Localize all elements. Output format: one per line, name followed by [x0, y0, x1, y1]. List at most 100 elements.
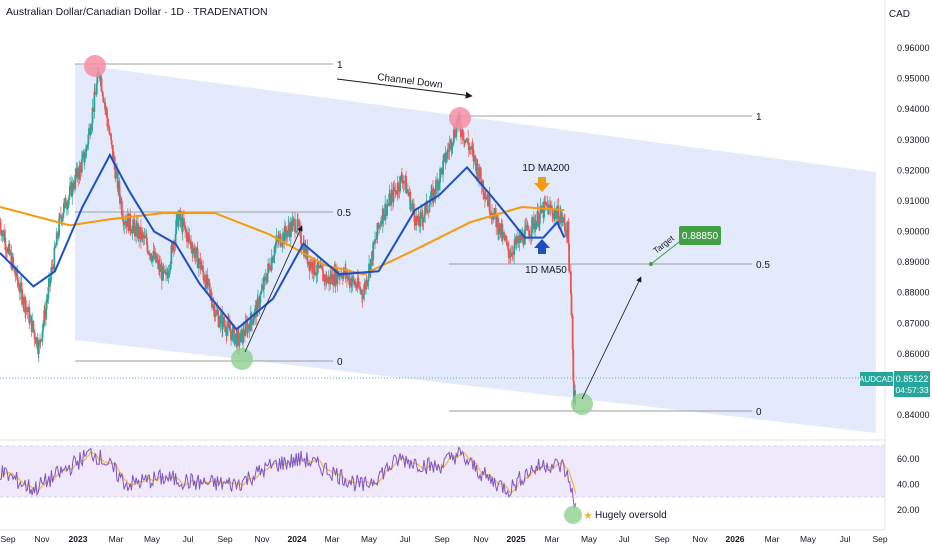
- top-circle-right: [449, 107, 471, 129]
- target-box: [679, 226, 721, 245]
- candle-body: [374, 239, 376, 244]
- candle-body: [421, 212, 424, 218]
- candle-body: [501, 232, 504, 239]
- candle-body: [104, 106, 107, 109]
- candle-body: [217, 315, 220, 328]
- candle-body: [407, 192, 410, 197]
- candle-body: [49, 275, 52, 284]
- candle-body: [180, 217, 182, 221]
- candle-body: [85, 148, 87, 159]
- candle-body: [0, 229, 3, 236]
- candle-body: [422, 217, 425, 223]
- candle-body: [570, 293, 573, 316]
- candle-body: [10, 253, 13, 269]
- time-tick-label: Nov: [692, 534, 708, 544]
- candle-body: [359, 289, 362, 291]
- candle-body: [398, 190, 401, 192]
- candle-body: [545, 202, 548, 206]
- candle-body: [196, 248, 199, 269]
- candle-body: [127, 214, 130, 231]
- candle-body: [210, 292, 213, 301]
- candle-body: [181, 218, 184, 232]
- candle-body: [75, 167, 78, 177]
- candle-body: [275, 236, 278, 243]
- candle-body: [270, 257, 273, 270]
- candle-body: [60, 217, 63, 222]
- candle-body: [430, 191, 433, 201]
- candle-body: [263, 276, 265, 290]
- candle-body: [129, 228, 132, 232]
- candle-body: [114, 170, 117, 179]
- candle-body: [522, 243, 525, 245]
- candle-body: [94, 91, 96, 95]
- candle-body: [133, 219, 136, 226]
- candle-body: [33, 329, 35, 333]
- candle-body: [102, 96, 105, 103]
- candle-body: [397, 182, 400, 191]
- candle-body: [203, 280, 206, 283]
- candle-body: [334, 267, 337, 285]
- rebound-arrow-left: [244, 225, 303, 353]
- rsi-axis[interactable]: 60.00 40.00 20.00: [897, 454, 920, 515]
- candle-body: [18, 284, 21, 291]
- candle-body: [140, 227, 142, 240]
- time-axis[interactable]: Sep Nov 2023 Mar May Jul Sep Nov 2024 Mar May Jul Se…: [0, 534, 887, 544]
- candle-body: [352, 276, 355, 281]
- candle-body: [246, 324, 249, 334]
- candle-body: [162, 265, 165, 272]
- time-tick-label: Sep: [654, 534, 669, 544]
- candle-body: [73, 188, 75, 190]
- candle-body: [179, 211, 182, 221]
- candle-body: [375, 239, 378, 240]
- candle-body: [187, 233, 190, 242]
- channel-arrow: [336, 78, 473, 99]
- candle-body: [571, 315, 574, 350]
- candle-body: [76, 167, 79, 178]
- candle-body: [80, 159, 83, 173]
- candle-body: [464, 139, 467, 144]
- candle-body: [129, 213, 132, 229]
- candle-body: [146, 237, 148, 246]
- candle-body: [67, 199, 69, 208]
- candle-body: [167, 272, 170, 278]
- candle-body: [346, 277, 349, 279]
- candle-body: [202, 272, 205, 281]
- candle-body: [405, 189, 408, 194]
- candle-body: [58, 218, 61, 236]
- candle-body: [297, 219, 299, 227]
- candle-body: [263, 276, 266, 278]
- candle-body: [86, 144, 89, 147]
- candle-body: [320, 265, 323, 269]
- ma200-label: 1D MA200: [522, 163, 570, 174]
- candle-body: [198, 258, 201, 262]
- price-axis[interactable]: 0.96000 0.95000 0.94000 0.93000 0.92000 0.910…: [897, 43, 930, 420]
- time-tick-label: Jul: [619, 534, 630, 544]
- candle-body: [503, 235, 506, 241]
- candle-body: [48, 278, 50, 287]
- candle-body: [269, 265, 271, 270]
- candle-body: [233, 336, 236, 344]
- candle-body: [119, 194, 121, 204]
- candle-body: [282, 232, 284, 244]
- candle-body: [444, 153, 447, 163]
- candle-body: [117, 180, 120, 189]
- candle-body: [135, 225, 138, 237]
- candle-body: [368, 263, 370, 277]
- price-tick-label: 0.92000: [897, 165, 930, 175]
- symbol-tag: [860, 372, 893, 386]
- candle-body: [231, 328, 234, 341]
- candle-body: [209, 289, 212, 293]
- candle-body: [572, 381, 575, 404]
- last-price-value: 0.85122: [896, 374, 929, 384]
- candle-body: [258, 303, 261, 309]
- candle-body: [141, 232, 144, 240]
- candle-body: [472, 148, 474, 151]
- candle-body: [35, 337, 38, 344]
- candle-body: [20, 282, 23, 289]
- candle-body: [351, 276, 354, 283]
- candle-body: [563, 217, 566, 223]
- candle-body: [543, 201, 546, 205]
- candle-body: [162, 265, 164, 281]
- channel-down-area: [75, 64, 876, 433]
